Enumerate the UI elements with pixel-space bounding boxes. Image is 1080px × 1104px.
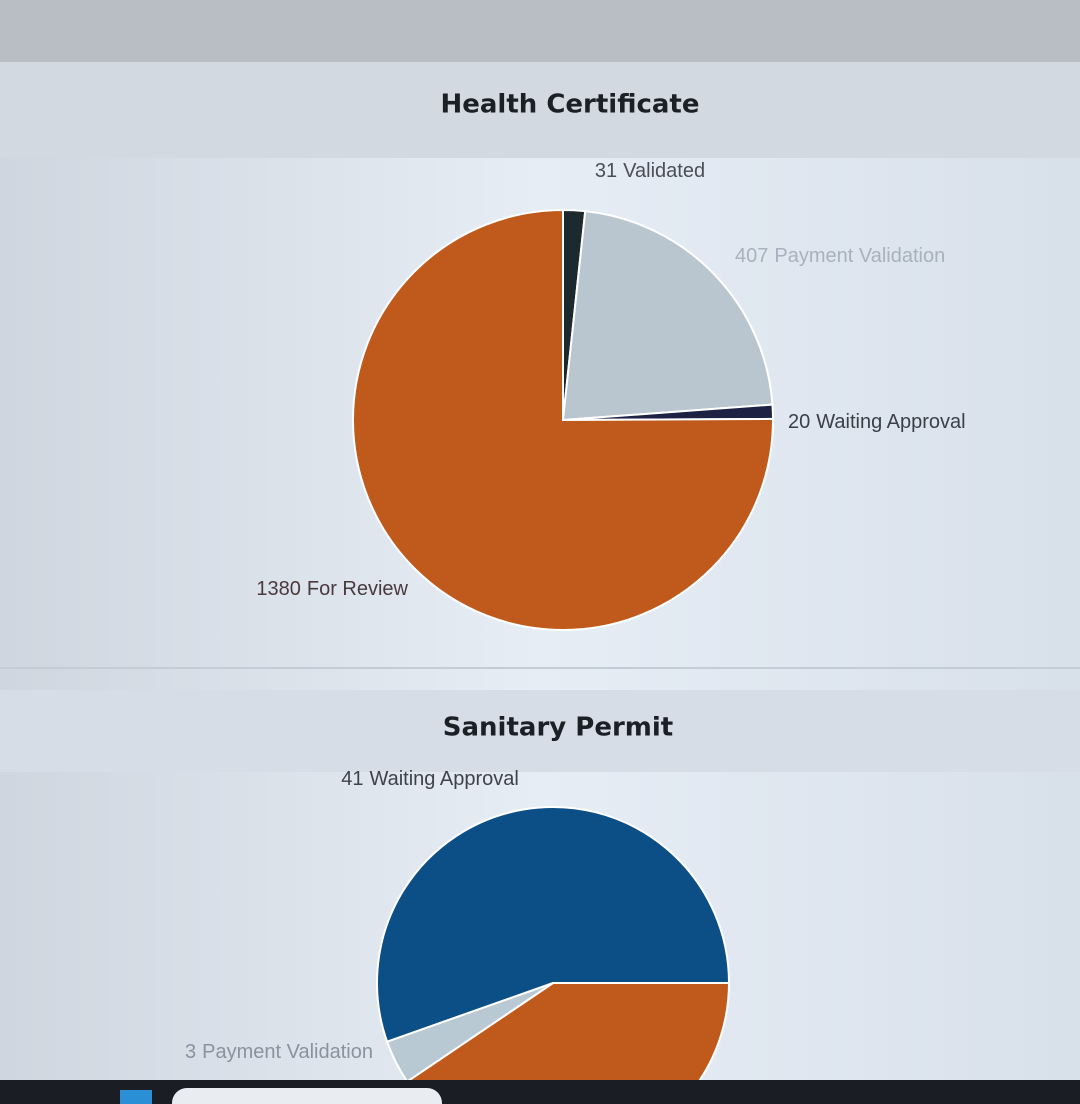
slice-label: 1380 For Review bbox=[256, 578, 408, 600]
slice-label: 3 Payment Validation bbox=[185, 1041, 373, 1063]
slice-label: 20 Waiting Approval bbox=[788, 411, 966, 433]
header-band bbox=[0, 690, 1080, 772]
search-box[interactable] bbox=[172, 1088, 442, 1104]
slice-name: Payment Validation bbox=[774, 245, 945, 267]
header-band bbox=[0, 62, 1080, 158]
slice-value: 31 bbox=[595, 160, 617, 182]
slice-value: 1380 bbox=[256, 578, 301, 600]
slice-name: Validated bbox=[623, 160, 705, 182]
slice-label: 31 Validated bbox=[595, 160, 705, 182]
start-button[interactable] bbox=[120, 1090, 152, 1104]
slice-label: 407 Payment Validation bbox=[735, 245, 945, 267]
chart-title: Health Certificate bbox=[440, 90, 699, 120]
top-bar bbox=[0, 0, 1080, 62]
slice-value: 3 bbox=[185, 1041, 196, 1063]
pie-slice bbox=[405, 982, 731, 1104]
taskbar bbox=[0, 1080, 1080, 1104]
pie-slice bbox=[352, 208, 774, 631]
charts: 31 Validated 407 Payment Validation 20 Waitin… bbox=[185, 160, 966, 1104]
slice-value: 20 bbox=[788, 411, 810, 433]
slice-name: Waiting Approval bbox=[816, 411, 965, 433]
slice-name: For Review bbox=[307, 578, 409, 600]
slice-value: 41 bbox=[341, 768, 363, 790]
slice-label: 41 Waiting Approval bbox=[341, 768, 519, 790]
slice-value: 407 bbox=[735, 245, 768, 267]
pie-slice bbox=[561, 210, 774, 422]
pie-slice bbox=[376, 806, 731, 1043]
slice-name: Waiting Approval bbox=[369, 768, 518, 790]
chart-title: Sanitary Permit bbox=[443, 713, 673, 743]
slice-name: Payment Validation bbox=[202, 1041, 373, 1063]
